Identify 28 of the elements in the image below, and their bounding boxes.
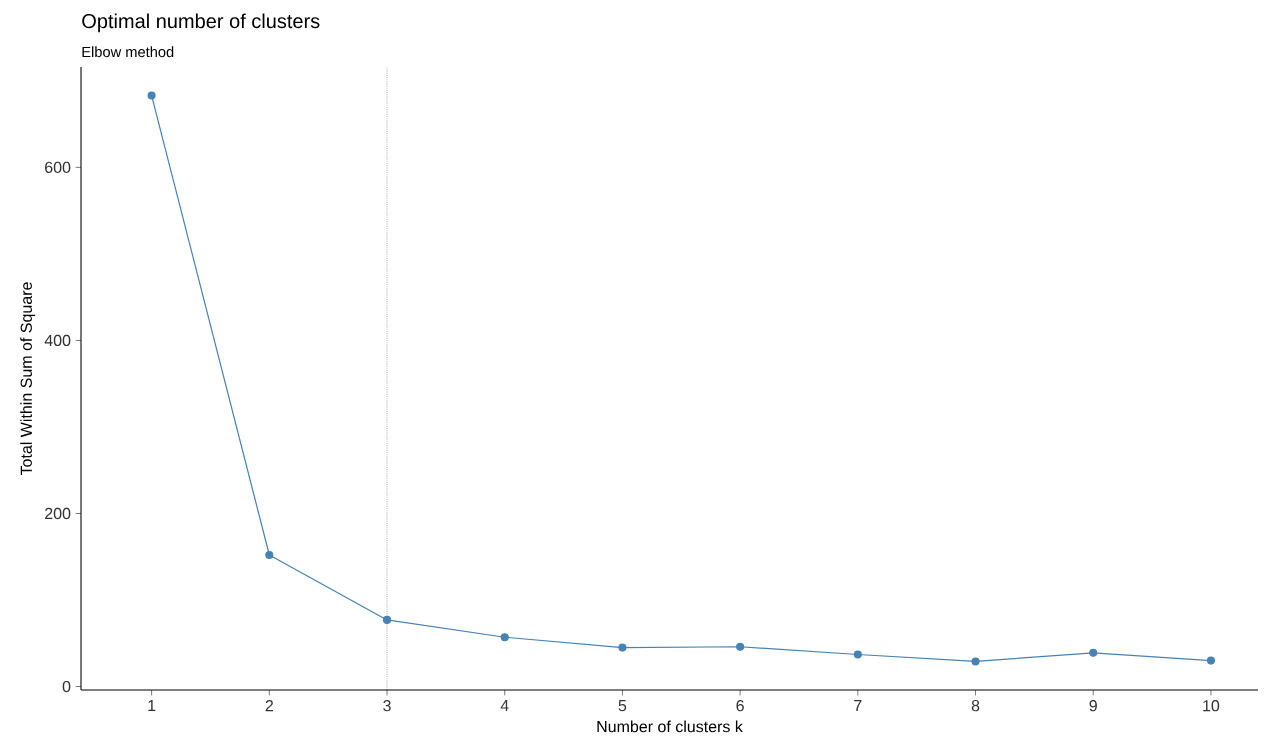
point: [382, 615, 392, 624]
x-tick-label: 6: [736, 700, 744, 712]
y-tick-label: 0: [62, 680, 71, 693]
x-tick-label: 5: [618, 700, 627, 712]
point: [147, 91, 156, 100]
x-axis-title: Number of clusters k: [597, 720, 743, 733]
chart-title: Optimal number of clusters: [82, 13, 320, 33]
point: [618, 643, 627, 652]
x-tick-label: 4: [500, 700, 509, 712]
y-tick-label: 400: [44, 334, 71, 347]
point: [853, 650, 862, 659]
x-tick-label: 1: [148, 700, 156, 712]
x-tick-label: 8: [971, 700, 980, 712]
y-axis-title: Total Within Sum of Square: [20, 282, 36, 476]
y-tick-label: 200: [45, 507, 71, 520]
x-tick-label: 3: [383, 700, 391, 712]
x-tick-label: 10: [1203, 700, 1220, 712]
x-tick-label: 9: [1089, 700, 1097, 712]
point: [500, 633, 509, 642]
x-tick-label: 2: [265, 700, 273, 712]
point: [1206, 656, 1215, 665]
point: [265, 550, 274, 560]
point: [1089, 648, 1098, 657]
x-tick-label: 7: [854, 700, 862, 712]
point: [736, 642, 745, 651]
y-tick-label: 600: [45, 161, 71, 174]
chart-subtitle: Elbow method: [82, 46, 174, 58]
point: [971, 657, 980, 666]
